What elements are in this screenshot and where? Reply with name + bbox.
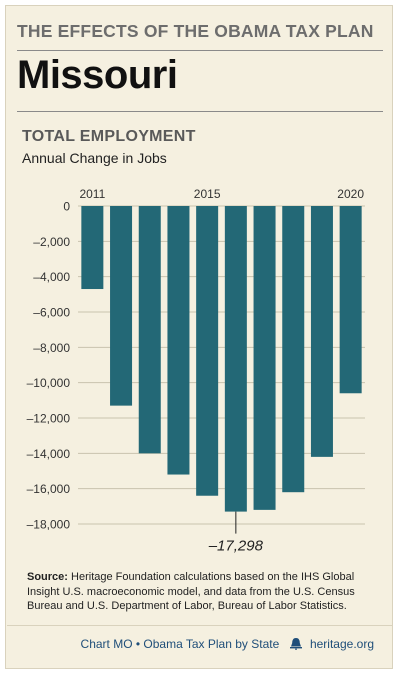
x-tick-label-2011: 2011 — [79, 187, 105, 201]
state-title: Missouri — [17, 53, 178, 97]
bar-2012 — [110, 206, 133, 406]
y-tick-label: –12,000 — [27, 412, 71, 426]
bar-2018 — [282, 206, 305, 493]
x-tick-label-2020: 2020 — [337, 187, 364, 201]
y-tick-label: –18,000 — [27, 518, 71, 532]
y-tick-label: –8,000 — [33, 341, 70, 355]
bar-2013 — [138, 206, 161, 454]
annotation-label: –17,298 — [208, 538, 264, 555]
chart-subtitle: Annual Change in Jobs — [22, 150, 167, 166]
bar-2014 — [167, 206, 190, 475]
footer-divider — [7, 625, 393, 626]
bottom-divider — [17, 111, 383, 112]
bar-2017 — [253, 206, 276, 510]
footer: Chart MO • Obama Tax Plan by State herit… — [81, 637, 374, 651]
y-tick-label: –6,000 — [33, 306, 70, 320]
source-text: Heritage Foundation calculations based o… — [27, 571, 355, 612]
bar-2011 — [81, 206, 104, 290]
y-tick-label: –14,000 — [27, 447, 71, 461]
bar-2015 — [196, 206, 219, 496]
heritage-bell-icon — [289, 638, 302, 650]
bar-2019 — [310, 206, 333, 457]
footer-text: Chart MO • Obama Tax Plan by State — [80, 637, 280, 651]
y-tick-label: –4,000 — [33, 270, 70, 284]
x-tick-label-2015: 2015 — [194, 187, 221, 201]
bar-2020 — [339, 206, 362, 394]
y-tick-label: –2,000 — [33, 235, 70, 249]
y-tick-label: –10,000 — [27, 376, 71, 390]
source-label: Source: — [27, 571, 68, 583]
top-divider — [17, 50, 383, 51]
y-tick-label: 0 — [63, 200, 70, 214]
y-tick-label: –16,000 — [27, 482, 71, 496]
bar-2016 — [224, 206, 247, 512]
source-note: Source: Heritage Foundation calculations… — [27, 570, 367, 614]
chart-title: TOTAL EMPLOYMENT — [22, 128, 196, 145]
series-title: THE EFFECTS OF THE OBAMA TAX PLAN — [17, 21, 374, 41]
footer-site-link[interactable]: heritage.org — [309, 637, 374, 651]
